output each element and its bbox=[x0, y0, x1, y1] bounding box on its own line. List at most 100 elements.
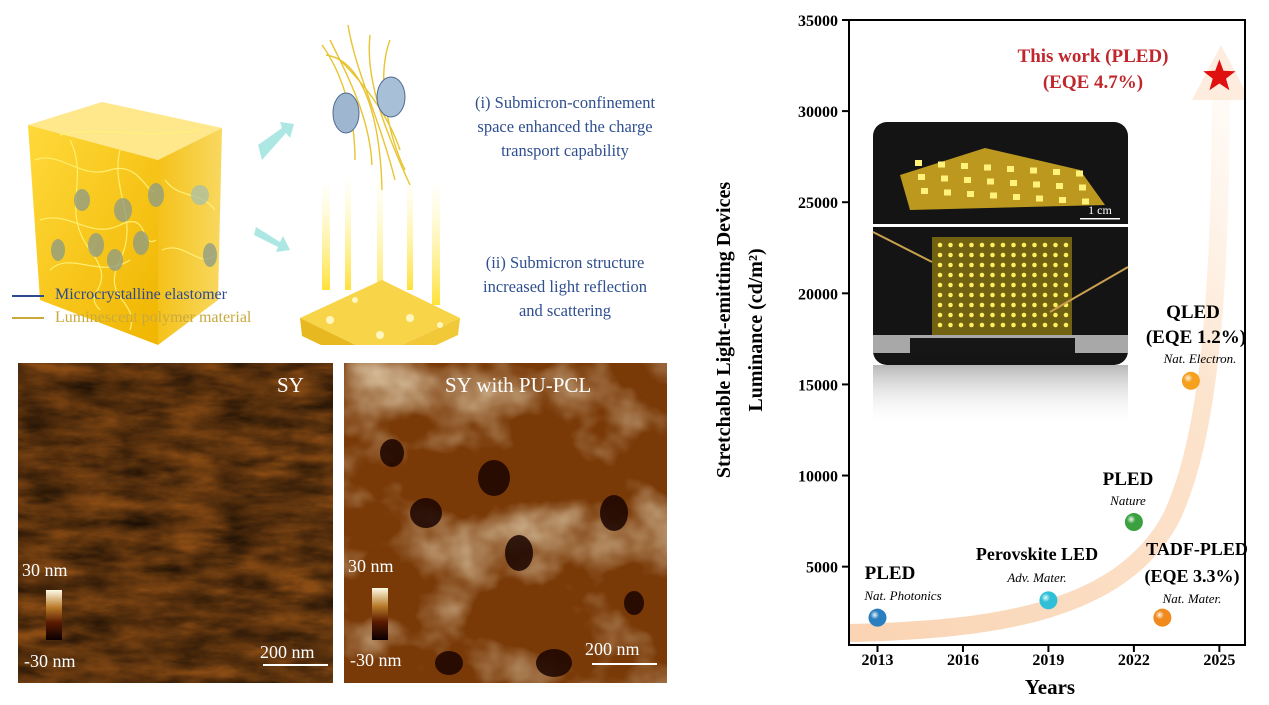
pixel-dot bbox=[1063, 272, 1069, 278]
pixel-dot bbox=[948, 312, 953, 318]
photo-scale-bar bbox=[1080, 218, 1120, 220]
pixel-dot bbox=[990, 282, 995, 288]
pixel-dot bbox=[937, 312, 943, 318]
pixel-dot bbox=[1030, 167, 1037, 174]
pixel-dot bbox=[1053, 272, 1058, 278]
pixel-dot bbox=[1021, 322, 1027, 328]
x-tick-label: 2022 bbox=[1118, 652, 1150, 669]
pixel-dot bbox=[1021, 282, 1027, 288]
mechanism-ii-text: (ii) Submicron structure increased light… bbox=[435, 251, 695, 323]
pixel-dot bbox=[961, 163, 968, 169]
pixel-dot bbox=[1021, 242, 1027, 248]
pixel-dot bbox=[969, 322, 974, 328]
x-tick-label: 2025 bbox=[1203, 652, 1235, 669]
crystal-icon bbox=[332, 92, 360, 134]
pixel-dot bbox=[1063, 322, 1069, 328]
y-tick-label: 15000 bbox=[798, 377, 838, 394]
annotation-journal: Nat. Mater. bbox=[1162, 591, 1222, 606]
pixel-dot bbox=[979, 242, 985, 248]
pixel-dot bbox=[979, 262, 985, 268]
pixel-dot bbox=[990, 262, 995, 268]
pixel-dot bbox=[964, 177, 971, 183]
height-colorbar bbox=[372, 588, 388, 640]
pixel-dot bbox=[1007, 166, 1014, 172]
pixel-dot bbox=[958, 242, 964, 248]
pixel-dot bbox=[958, 272, 964, 278]
pixel-dot bbox=[937, 242, 943, 248]
pixel-dot bbox=[987, 178, 994, 185]
pixel-dot bbox=[941, 175, 948, 182]
x-tick-label: 2013 bbox=[861, 652, 893, 669]
text-line: (i) Submicron-confinement bbox=[474, 93, 656, 112]
annotation-extra: (EQE 3.3%) bbox=[1144, 566, 1239, 587]
pixel-dot bbox=[1021, 262, 1027, 268]
text-line: space enhanced the charge bbox=[477, 117, 653, 136]
pixel-dot bbox=[1059, 197, 1066, 203]
pixel-dot bbox=[937, 262, 943, 268]
pixel-dot bbox=[1053, 169, 1060, 175]
arrow-icon bbox=[254, 227, 290, 252]
pixel-dot bbox=[984, 164, 991, 171]
legend-swatch-polymer bbox=[12, 317, 44, 319]
text-line: transport capability bbox=[501, 141, 629, 160]
pixel-dot bbox=[1036, 195, 1043, 202]
pixel-dot bbox=[948, 292, 953, 298]
pixel-dot bbox=[1032, 302, 1037, 308]
x-axis-label: Years bbox=[1025, 675, 1075, 699]
pixel-dot bbox=[1013, 194, 1020, 200]
pixel-dot bbox=[958, 282, 964, 288]
pixel-dot bbox=[990, 192, 997, 199]
data-point-highlight bbox=[1124, 513, 1143, 532]
pixel-dot bbox=[921, 188, 928, 194]
pixel-dot bbox=[1000, 252, 1006, 258]
luminance-chart: 1 cm 5000100001500020000250003000035000 … bbox=[713, 13, 1248, 699]
pixel-dot bbox=[1053, 292, 1058, 298]
pixel-dot bbox=[990, 242, 995, 248]
pixel-dot bbox=[990, 312, 995, 318]
pixel-dot bbox=[948, 242, 953, 248]
annotation-label: TADF-PLED bbox=[1146, 539, 1248, 559]
y-tick-label: 30000 bbox=[798, 104, 838, 121]
device-photo: 1 cm bbox=[872, 122, 1129, 427]
colorbar-min-label: -30 nm bbox=[350, 650, 402, 670]
pixel-dot bbox=[1063, 262, 1069, 268]
annotation-journal: Nat. Photonics bbox=[863, 588, 941, 603]
y-axis-label: Luminance (cd/m²) bbox=[745, 248, 767, 411]
pixel-dot bbox=[1056, 183, 1063, 189]
pixel-dot bbox=[1053, 282, 1058, 288]
pixel-dot bbox=[915, 160, 922, 166]
pixel-dot bbox=[1021, 302, 1027, 308]
annotation-label: PLED bbox=[1103, 469, 1154, 490]
pixel-dot bbox=[979, 252, 985, 258]
scale-bar bbox=[592, 663, 657, 665]
pixel-dot bbox=[1042, 242, 1048, 248]
pixel-dot bbox=[1021, 292, 1027, 298]
pixel-dot bbox=[1053, 302, 1058, 308]
pixel-dot bbox=[1063, 312, 1069, 318]
pixel-dot bbox=[990, 272, 995, 278]
pixel-dot bbox=[979, 282, 985, 288]
probe-needle bbox=[1049, 266, 1129, 313]
pixel-dot bbox=[1000, 302, 1006, 308]
pixel-dot bbox=[1000, 272, 1006, 278]
annotation-label: PLED bbox=[865, 563, 916, 584]
scale-bar-label: 200 nm bbox=[585, 639, 640, 659]
data-point-highlight bbox=[1153, 608, 1172, 627]
pixel-dot bbox=[948, 302, 953, 308]
pixel-dot bbox=[1000, 322, 1006, 328]
pixel-dot bbox=[948, 282, 953, 288]
pixel-dot bbox=[937, 272, 943, 278]
afm-title: SY bbox=[277, 373, 304, 397]
pixel-dot bbox=[958, 322, 964, 328]
pixel-dot bbox=[1011, 252, 1016, 258]
pixel-dot bbox=[979, 312, 985, 318]
pixel-dot bbox=[990, 302, 995, 308]
x-tick-label: 2016 bbox=[947, 652, 979, 669]
height-colorbar bbox=[46, 590, 62, 640]
y-tick-label: 5000 bbox=[806, 560, 838, 577]
pixel-dot bbox=[1011, 312, 1016, 318]
pixel-dot bbox=[1053, 322, 1058, 328]
plot-frame bbox=[848, 19, 1246, 646]
pixel-dot bbox=[1042, 302, 1048, 308]
annotation-journal: Nature bbox=[1109, 493, 1146, 508]
